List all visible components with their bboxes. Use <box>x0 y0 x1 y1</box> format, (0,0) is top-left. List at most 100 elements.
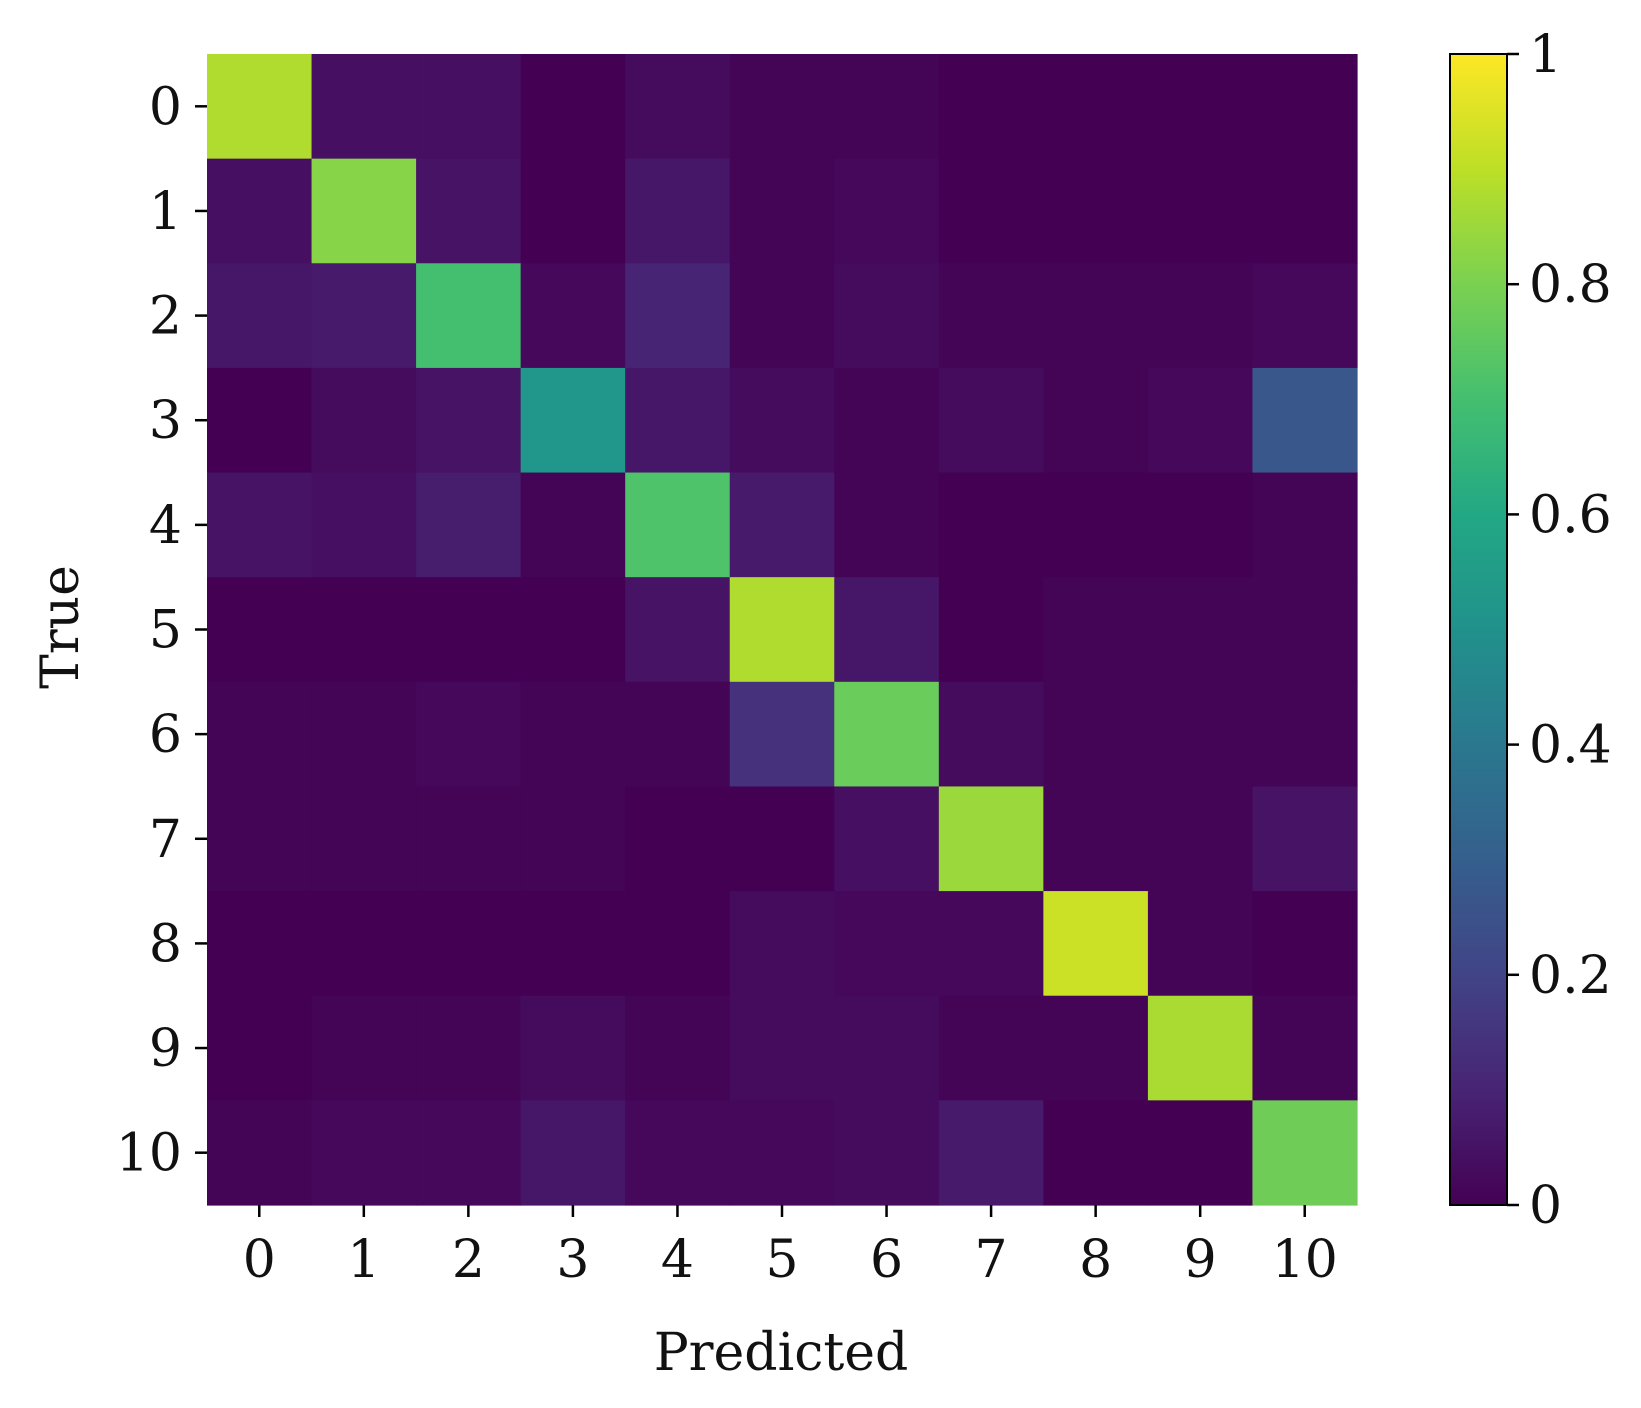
x-tick-label: 2 <box>452 1230 485 1290</box>
y-tick-label: 10 <box>116 1124 182 1184</box>
y-tick-label: 6 <box>149 705 182 765</box>
heatmap-cell-0-1 <box>311 54 417 160</box>
y-tick-label: 1 <box>149 182 182 242</box>
heatmap-cell-0-7 <box>938 54 1044 160</box>
heatmap-cell-9-6 <box>834 995 940 1101</box>
heatmap-cell-3-9 <box>1147 367 1254 474</box>
heatmap-cell-4-3 <box>520 472 626 578</box>
x-axis-label: Predicted <box>654 1323 909 1383</box>
heatmap-cell-3-6 <box>834 367 940 474</box>
heatmap-cells <box>207 54 1358 1206</box>
heatmap-cell-2-4 <box>625 263 731 369</box>
heatmap-cell-7-7 <box>938 786 1044 892</box>
heatmap-cell-10-3 <box>520 1100 626 1206</box>
heatmap-cell-7-3 <box>520 786 626 892</box>
y-tick-label: 7 <box>149 810 182 870</box>
heatmap-cell-4-9 <box>1147 472 1254 578</box>
heatmap-cell-2-6 <box>834 263 940 369</box>
colorbar-tick-label: 0.4 <box>1529 716 1612 776</box>
heatmap-cell-6-5 <box>729 681 835 788</box>
heatmap-cell-8-9 <box>1147 891 1254 997</box>
x-tick-label: 8 <box>1079 1230 1112 1290</box>
heatmap-cell-0-3 <box>520 54 626 160</box>
heatmap-cell-6-10 <box>1252 681 1358 788</box>
heatmap-cell-7-2 <box>416 786 522 892</box>
heatmap-cell-2-3 <box>520 263 626 369</box>
heatmap-cell-7-5 <box>729 786 835 892</box>
heatmap-cell-3-4 <box>625 367 731 474</box>
colorbar-tick-label: 0.2 <box>1529 946 1612 1006</box>
x-tick-label: 3 <box>556 1230 589 1290</box>
heatmap-cell-10-10 <box>1252 1100 1358 1206</box>
heatmap-cell-1-10 <box>1252 158 1358 264</box>
heatmap-cell-2-0 <box>207 263 313 369</box>
heatmap-cell-3-10 <box>1252 367 1358 474</box>
heatmap-cell-6-9 <box>1147 681 1254 788</box>
heatmap-cell-9-4 <box>625 995 731 1101</box>
heatmap-cell-2-1 <box>311 263 417 369</box>
heatmap-cell-3-7 <box>938 367 1044 474</box>
heatmap-cell-7-1 <box>311 786 417 892</box>
heatmap-cell-2-5 <box>729 263 835 369</box>
heatmap-cell-3-3 <box>520 367 626 474</box>
heatmap-cell-1-7 <box>938 158 1044 264</box>
colorbar-tick-label: 1 <box>1529 25 1562 85</box>
heatmap-cell-6-7 <box>938 681 1044 788</box>
y-axis-label: True <box>31 565 91 689</box>
heatmap-cell-9-7 <box>938 995 1044 1101</box>
heatmap-cell-5-8 <box>1043 577 1149 683</box>
heatmap-cell-6-2 <box>416 681 522 788</box>
heatmap-cell-5-6 <box>834 577 940 683</box>
heatmap-cell-9-8 <box>1043 995 1149 1101</box>
heatmap-cell-6-0 <box>207 681 313 788</box>
heatmap-cell-1-5 <box>729 158 835 264</box>
heatmap-cell-9-1 <box>311 995 417 1101</box>
heatmap-cell-8-2 <box>416 891 522 997</box>
heatmap-cell-1-3 <box>520 158 626 264</box>
heatmap-cell-4-2 <box>416 472 522 578</box>
x-tick-label: 4 <box>661 1230 694 1290</box>
heatmap-cell-8-4 <box>625 891 731 997</box>
x-tick-label: 0 <box>243 1230 276 1290</box>
heatmap-cell-5-10 <box>1252 577 1358 683</box>
heatmap-cell-3-8 <box>1043 367 1149 474</box>
heatmap-cell-7-9 <box>1147 786 1254 892</box>
heatmap-cell-0-9 <box>1147 54 1254 160</box>
heatmap-cell-0-8 <box>1043 54 1149 160</box>
heatmap-cell-4-5 <box>729 472 835 578</box>
x-tick-label: 9 <box>1184 1230 1217 1290</box>
heatmap-cell-10-8 <box>1043 1100 1149 1206</box>
heatmap-cell-1-0 <box>207 158 313 264</box>
heatmap-cell-9-3 <box>520 995 626 1101</box>
y-tick-label: 2 <box>149 287 182 347</box>
heatmap-cell-1-6 <box>834 158 940 264</box>
colorbar-tick-label: 0 <box>1529 1176 1562 1236</box>
heatmap-cell-3-1 <box>311 367 417 474</box>
heatmap-cell-9-9 <box>1147 995 1254 1101</box>
heatmap-cell-10-0 <box>207 1100 313 1206</box>
colorbar-ticks: 0 0.2 0.4 0.6 0.8 1 <box>1507 25 1612 1236</box>
y-tick-label: 0 <box>149 77 182 137</box>
heatmap-cell-7-0 <box>207 786 313 892</box>
x-tick-label: 7 <box>975 1230 1008 1290</box>
x-tick-label: 5 <box>765 1230 798 1290</box>
heatmap-cell-8-7 <box>938 891 1044 997</box>
heatmap-cell-2-10 <box>1252 263 1358 369</box>
heatmap-cell-4-4 <box>625 472 731 578</box>
y-tick-label: 5 <box>149 601 182 661</box>
heatmap-cell-10-6 <box>834 1100 940 1206</box>
colorbar-tick-label: 0.6 <box>1529 485 1612 545</box>
x-axis-ticks: 0 1 2 3 4 5 6 7 8 9 10 <box>243 1205 1338 1290</box>
heatmap-cell-7-10 <box>1252 786 1358 892</box>
heatmap-cell-0-2 <box>416 54 522 160</box>
x-tick-label: 1 <box>347 1230 380 1290</box>
heatmap-cell-5-5 <box>729 577 835 683</box>
heatmap-cell-7-4 <box>625 786 731 892</box>
heatmap-cell-10-4 <box>625 1100 731 1206</box>
heatmap-cell-1-8 <box>1043 158 1149 264</box>
heatmap-cell-1-1 <box>311 158 417 264</box>
heatmap-cell-7-6 <box>834 786 940 892</box>
heatmap-cell-8-3 <box>520 891 626 997</box>
heatmap-cell-1-2 <box>416 158 522 264</box>
